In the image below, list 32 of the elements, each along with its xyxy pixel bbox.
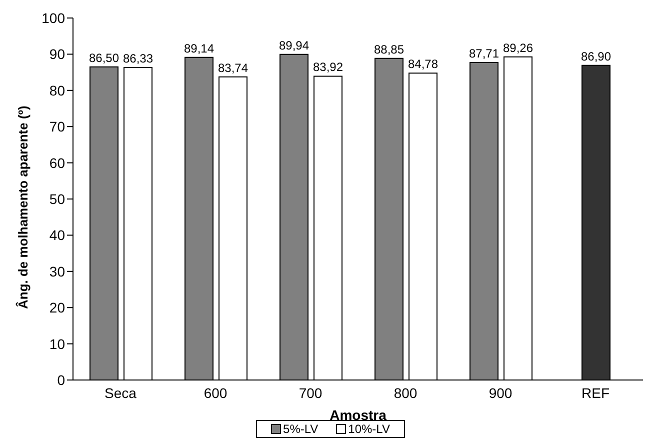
y-tick-label: 20 [49, 300, 66, 316]
x-tick-label: 700 [298, 384, 322, 401]
data-label: 87,71 [468, 46, 500, 60]
x-tick-label: 600 [204, 384, 228, 401]
x-tick-label: REF [582, 384, 610, 401]
y-tick-label: 70 [49, 118, 66, 135]
data-label: 83,92 [312, 60, 344, 74]
data-label: 86,90 [580, 49, 612, 64]
x-axis-title: Amostra [330, 407, 387, 423]
y-tick-label: 100 [42, 10, 66, 26]
y-tick-label: 40 [49, 227, 66, 244]
data-label: 86,33 [122, 51, 154, 66]
y-tick-label: 80 [49, 82, 66, 98]
x-tick-label: 900 [488, 384, 512, 401]
data-label: 89,14 [184, 41, 214, 56]
y-axis-title: Âng. de molhamento aparente (º) [16, 106, 31, 309]
legend-label: 5%-LV [282, 422, 318, 436]
y-tick-label: 60 [49, 154, 66, 171]
x-tick-label: Seca [104, 384, 137, 401]
data-label: 89,94 [278, 38, 310, 52]
data-label: 84,78 [408, 57, 438, 72]
y-tick-label: 50 [49, 190, 66, 207]
y-tick-label: 10 [49, 336, 66, 352]
data-label: 88,85 [374, 42, 404, 56]
data-label: 86,50 [88, 50, 120, 65]
data-label: 89,26 [502, 40, 534, 55]
x-tick-label: 800 [394, 384, 418, 401]
y-tick-label: 30 [49, 263, 66, 280]
data-label: 83,74 [218, 60, 248, 75]
legend-label: 10%-LV [347, 422, 390, 436]
y-tick-label: 0 [57, 372, 66, 388]
y-tick-label: 90 [49, 46, 66, 62]
